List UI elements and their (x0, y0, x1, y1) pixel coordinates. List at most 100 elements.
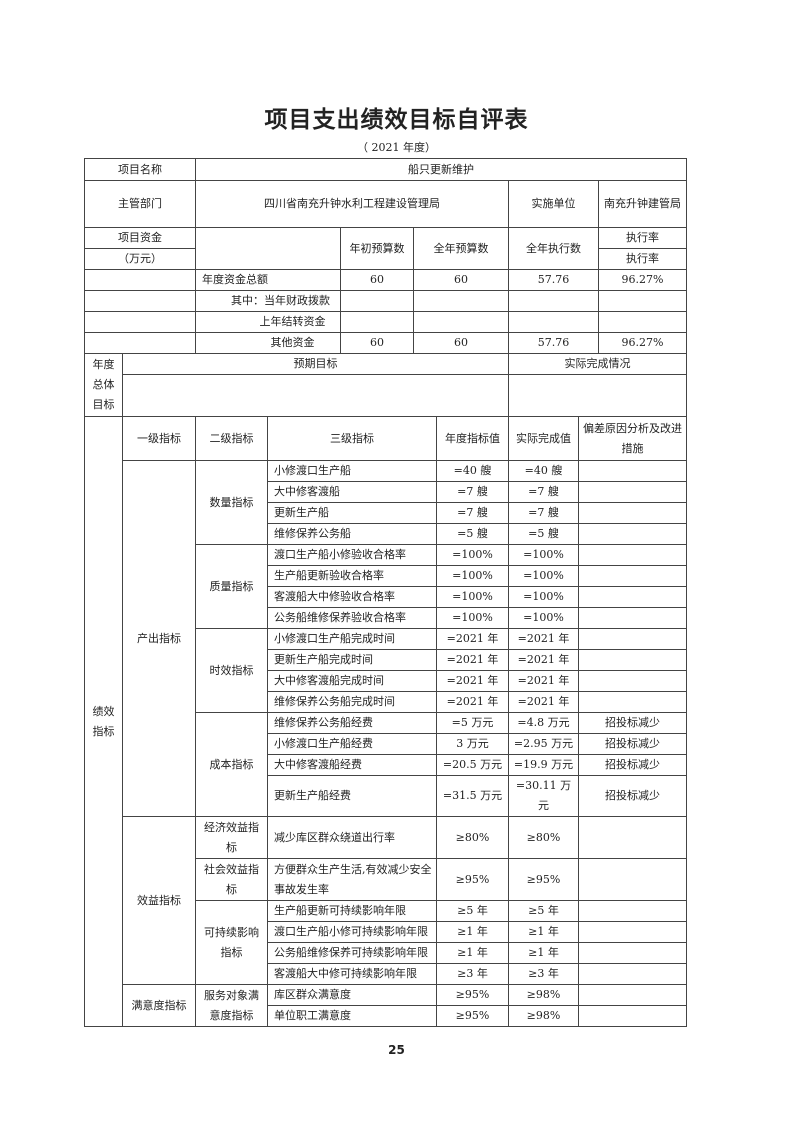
indicator-actual: ≥1 年 (508, 921, 579, 943)
indicator-note (578, 460, 687, 482)
indicator-actual: =40 艘 (508, 460, 579, 482)
funds-row-blank (84, 332, 196, 354)
indicator-actual: =7 艘 (508, 502, 579, 524)
indicator-target: ≥5 年 (436, 900, 509, 922)
funds-initial (340, 311, 414, 333)
indicator-target: ≥95% (436, 858, 509, 901)
indicator-name: 减少库区群众绕道出行率 (267, 816, 437, 859)
funds-annual: 60 (413, 269, 509, 291)
indicator-name: 客渡船大中修验收合格率 (267, 586, 437, 608)
indicator-target: ≥80% (436, 816, 509, 859)
indicator-actual: =7 艘 (508, 481, 579, 503)
funds-row-label: 上年结转资金 (195, 311, 341, 333)
indicator-name: 库区群众满意度 (267, 984, 437, 1006)
indicator-actual: ≥5 年 (508, 900, 579, 922)
funds-rate: 96.27% (598, 332, 687, 354)
header-level1: 一级指标 (122, 416, 196, 461)
indicator-target: =100% (436, 565, 509, 587)
indicator-actual: =2021 年 (508, 649, 579, 671)
table-row: 更新生产船 =7 艘 =7 艘 (85, 502, 687, 524)
table-row: 客渡船大中修可持续影响年限 ≥3 年 ≥3 年 (85, 963, 687, 985)
indicator-actual: =100% (508, 586, 579, 608)
indicator-note: 招投标减少 (578, 775, 687, 817)
indicator-note (578, 984, 687, 1006)
indicator-name: 维修保养公务船经费 (267, 712, 437, 734)
funds-executed: 57.76 (508, 269, 599, 291)
table-row: 其中：当年财政拨款 (84, 290, 687, 312)
indicator-actual: =4.8 万元 (508, 712, 579, 734)
table-row: 效益指标 经济效益指标 减少库区群众绕道出行率 ≥80% ≥80% (85, 816, 687, 985)
indicator-name: 方便群众生产生活,有效减少安全事故发生率 (267, 858, 437, 901)
header-level3: 三级指标 (267, 416, 437, 461)
indicator-note (578, 963, 687, 985)
indicator-actual: =2021 年 (508, 691, 579, 713)
table-row: 更新生产船经费 =31.5 万元 =30.11 万元 招投标减少 (85, 775, 687, 817)
indicator-name: 更新生产船经费 (267, 775, 437, 817)
table-row: 维修保养公务船 =5 艘 =5 艘 (85, 523, 687, 545)
funds-rate: 96.27% (598, 269, 687, 291)
funds-row-blank (84, 290, 196, 312)
indicator-note (578, 544, 687, 566)
col-executed: 全年执行数 (508, 227, 599, 270)
indicator-target: ≥95% (436, 1005, 509, 1027)
header-target: 年度指标值 (436, 416, 509, 461)
overall-goal-label: 年度总体目标 (84, 353, 123, 417)
actual-status-value (508, 374, 687, 417)
col-rate: 执行率 (598, 227, 687, 249)
funds-executed (508, 311, 599, 333)
indicator-target: ≥1 年 (436, 921, 509, 943)
self-evaluation-table: 项目名称 船只更新维护 主管部门 四川省南充升钟水利工程建设管理局 实施单位 南… (84, 158, 687, 1027)
table-row: 绩效指标 一级指标 二级指标 三级指标 年度指标值 实际完成值 偏差原因分析及改进措施 (84, 416, 687, 1027)
funds-row-blank (84, 311, 196, 333)
indicator-note (578, 481, 687, 503)
table-row: 成本指标 维修保养公务船经费 =5 万元 =4.8 万元招投标减少 (85, 712, 687, 817)
dept-label: 主管部门 (84, 180, 196, 228)
indicator-actual: =100% (508, 565, 579, 587)
indicator-target: =2021 年 (436, 649, 509, 671)
indicator-name: 生产船更新验收合格率 (267, 565, 437, 587)
indicator-name: 更新生产船 (267, 502, 437, 524)
funds-row-label: 年度资金总额 (195, 269, 341, 291)
expected-goal-header: 预期目标 (122, 353, 509, 375)
indicator-target: =2021 年 (436, 628, 509, 650)
indicator-level2: 社会效益指标 (195, 858, 268, 901)
indicator-note (578, 586, 687, 608)
indicator-actual: =2021 年 (508, 670, 579, 692)
indicator-actual: ≥1 年 (508, 942, 579, 964)
indicator-target: =100% (436, 607, 509, 629)
funds-initial (340, 290, 414, 312)
indicator-note (578, 607, 687, 629)
indicator-note (578, 691, 687, 713)
indicator-actual: ≥98% (508, 984, 579, 1006)
table-row: 可持续影响指标 生产船更新可持续影响年限 ≥5 年 ≥5 年 (85, 900, 687, 985)
indicator-note (578, 900, 687, 922)
indicator-level2: 成本指标 (195, 712, 268, 817)
indicator-name: 单位职工满意度 (267, 1005, 437, 1027)
indicator-note (578, 523, 687, 545)
indicator-note (578, 858, 687, 901)
indicator-name: 小修渡口生产船 (267, 460, 437, 482)
funds-row-label: 其他资金 (195, 332, 341, 354)
table-row: 渡口生产船小修可持续影响年限 ≥1 年 ≥1 年 (85, 921, 687, 943)
indicator-actual: ≥98% (508, 1005, 579, 1027)
table-row: 公务船维修保养验收合格率 =100% =100% (85, 607, 687, 629)
indicator-name: 更新生产船完成时间 (267, 649, 437, 671)
indicator-note (578, 628, 687, 650)
project-name-label: 项目名称 (84, 158, 196, 181)
indicator-note: 招投标减少 (578, 754, 687, 776)
indicator-target: =5 万元 (436, 712, 509, 734)
header-actual: 实际完成值 (508, 416, 579, 461)
funds-label: 项目资金 (84, 227, 196, 249)
indicator-target: ≥95% (436, 984, 509, 1006)
header-level2: 二级指标 (195, 416, 268, 461)
indicator-actual: =2.95 万元 (508, 733, 579, 755)
indicator-target: ≥3 年 (436, 963, 509, 985)
funds-annual (413, 311, 509, 333)
indicator-name: 渡口生产船小修验收合格率 (267, 544, 437, 566)
indicator-note (578, 921, 687, 943)
indicator-target: =2021 年 (436, 691, 509, 713)
year-label: （ 2021 年度） (357, 141, 436, 154)
table-row: 时效指标 小修渡口生产船完成时间 =2021 年 =2021 年 (85, 628, 687, 713)
indicator-target: =40 艘 (436, 460, 509, 482)
indicator-name: 公务船维修保养可持续影响年限 (267, 942, 437, 964)
